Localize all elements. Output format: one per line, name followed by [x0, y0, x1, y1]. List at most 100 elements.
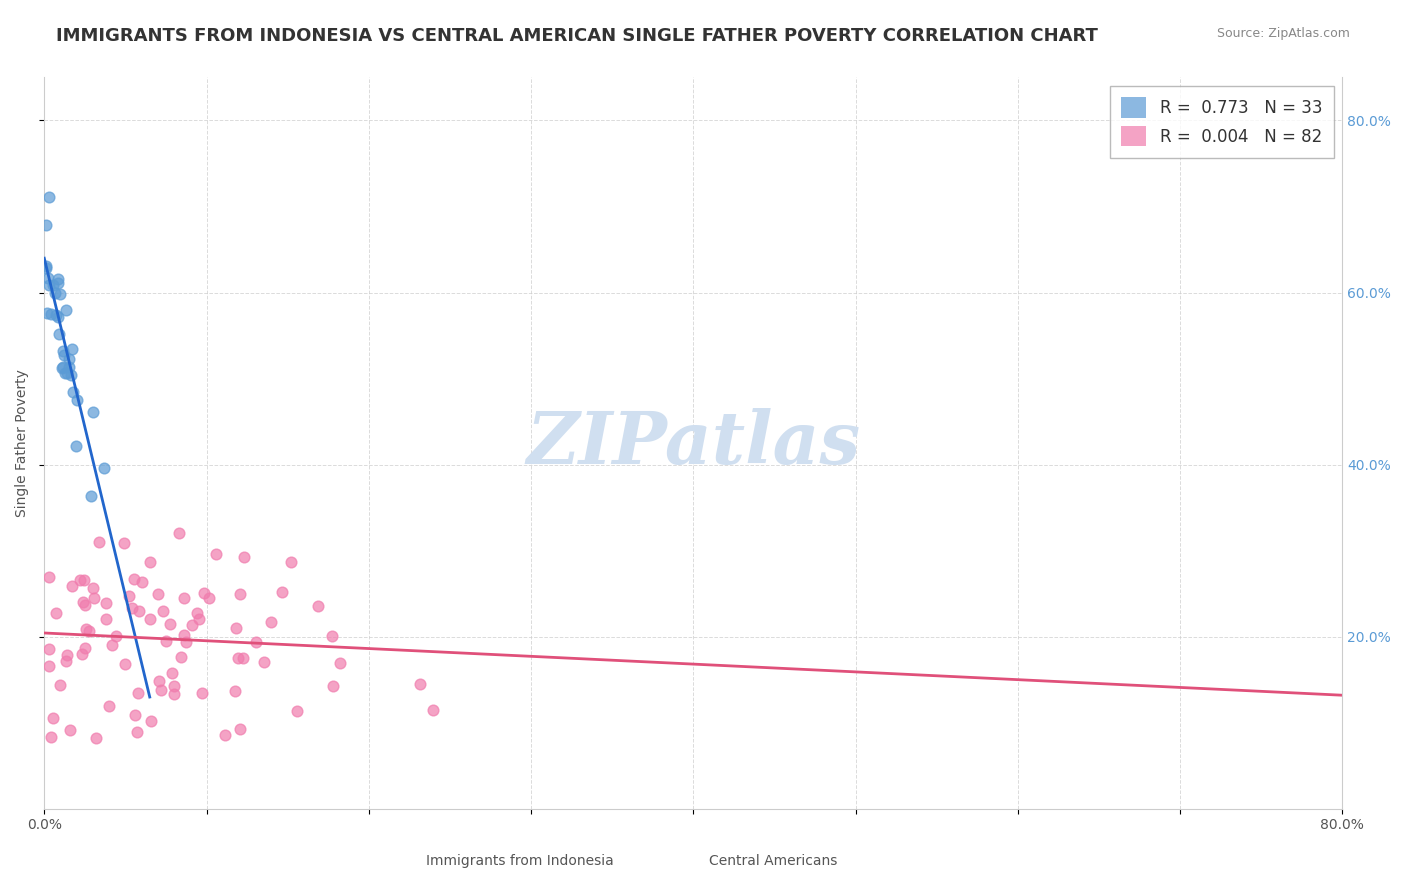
Point	[260, 615, 283, 629]
Point	[83, 591, 105, 605]
Point	[49, 678, 72, 692]
Point	[48, 287, 70, 301]
Point	[422, 703, 444, 717]
Point	[59, 723, 82, 738]
Point	[72, 595, 94, 609]
Point	[118, 589, 141, 603]
Point	[128, 604, 150, 618]
Point	[55, 654, 77, 668]
Point	[45, 607, 67, 621]
Point	[186, 606, 208, 620]
Point	[65, 440, 87, 454]
Text: Central Americans: Central Americans	[709, 855, 838, 868]
Point	[82, 582, 104, 596]
Point	[131, 574, 153, 589]
Point	[94, 596, 117, 610]
Point	[173, 627, 195, 641]
Point	[155, 633, 177, 648]
Point	[170, 649, 193, 664]
Point	[66, 393, 89, 408]
Point	[37, 271, 59, 285]
Point	[52, 359, 75, 374]
Point	[60, 578, 83, 592]
Point	[169, 525, 191, 540]
Point	[46, 271, 69, 285]
Point	[35, 259, 58, 273]
Point	[46, 310, 69, 324]
Point	[58, 351, 80, 366]
Point	[72, 647, 94, 661]
Point	[56, 648, 79, 663]
Point	[198, 591, 221, 605]
Point	[329, 656, 352, 670]
Point	[146, 587, 169, 601]
Point	[163, 679, 186, 693]
Point	[285, 704, 308, 718]
Point	[148, 673, 170, 688]
Point	[322, 679, 344, 693]
Point	[141, 714, 163, 728]
Point	[163, 687, 186, 701]
Point	[73, 598, 96, 612]
Point	[124, 707, 146, 722]
Point	[174, 635, 197, 649]
Point	[121, 601, 143, 615]
Point	[84, 731, 107, 745]
Point	[46, 276, 69, 290]
Point	[149, 682, 172, 697]
Point	[122, 572, 145, 586]
Point	[253, 655, 276, 669]
Point	[42, 711, 65, 725]
Point	[228, 587, 250, 601]
Point	[245, 635, 267, 649]
Point	[62, 385, 84, 400]
Point	[101, 638, 124, 652]
Point	[125, 725, 148, 739]
Point	[38, 642, 60, 657]
Point	[270, 585, 292, 599]
Point	[55, 303, 77, 318]
Point	[69, 573, 91, 587]
Point	[225, 621, 247, 635]
Point	[39, 730, 62, 744]
Point	[226, 650, 249, 665]
Point	[38, 658, 60, 673]
Point	[229, 722, 252, 736]
Point	[39, 307, 62, 321]
Point	[53, 366, 76, 380]
Point	[38, 277, 60, 292]
Point	[159, 616, 181, 631]
Point	[93, 460, 115, 475]
Point	[51, 360, 73, 375]
Point	[205, 547, 228, 561]
Legend: R =  0.773   N = 33, R =  0.004   N = 82: R = 0.773 N = 33, R = 0.004 N = 82	[1109, 86, 1334, 158]
Point	[173, 591, 195, 605]
Text: IMMIGRANTS FROM INDONESIA VS CENTRAL AMERICAN SINGLE FATHER POVERTY CORRELATION : IMMIGRANTS FROM INDONESIA VS CENTRAL AME…	[56, 27, 1098, 45]
Point	[37, 306, 59, 320]
Point	[280, 555, 302, 569]
Point	[48, 326, 70, 341]
Point	[89, 535, 111, 549]
Point	[409, 677, 432, 691]
Point	[114, 657, 136, 671]
Point	[187, 612, 209, 626]
Point	[214, 728, 236, 742]
Point	[52, 344, 75, 359]
Text: ZIPatlas: ZIPatlas	[526, 408, 860, 479]
Text: Immigrants from Indonesia: Immigrants from Indonesia	[426, 855, 614, 868]
Point	[56, 366, 79, 380]
Point	[75, 622, 97, 636]
Point	[80, 489, 103, 503]
Point	[139, 555, 162, 569]
Y-axis label: Single Father Poverty: Single Father Poverty	[15, 369, 30, 517]
Point	[77, 624, 100, 638]
Point	[73, 574, 96, 588]
Point	[52, 348, 75, 362]
Point	[96, 612, 118, 626]
Point	[232, 650, 254, 665]
Point	[233, 550, 256, 565]
Point	[42, 278, 65, 293]
Text: Source: ZipAtlas.com: Source: ZipAtlas.com	[1216, 27, 1350, 40]
Point	[38, 190, 60, 204]
Point	[60, 343, 83, 357]
